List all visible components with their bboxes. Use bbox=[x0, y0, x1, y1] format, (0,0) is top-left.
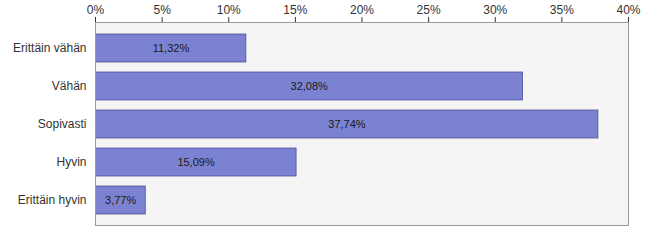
svg-text:Vähän: Vähän bbox=[52, 79, 87, 93]
svg-text:3,77%: 3,77% bbox=[105, 194, 136, 206]
svg-text:20%: 20% bbox=[350, 3, 374, 17]
svg-text:5%: 5% bbox=[153, 3, 171, 17]
svg-text:35%: 35% bbox=[550, 3, 574, 17]
svg-text:10%: 10% bbox=[217, 3, 241, 17]
svg-text:32,08%: 32,08% bbox=[291, 80, 329, 92]
svg-text:15%: 15% bbox=[283, 3, 307, 17]
svg-text:40%: 40% bbox=[616, 3, 640, 17]
svg-text:Erittäin vähän: Erittäin vähän bbox=[13, 41, 86, 55]
svg-text:0%: 0% bbox=[87, 3, 105, 17]
svg-text:30%: 30% bbox=[483, 3, 507, 17]
svg-text:Erittäin hyvin: Erittäin hyvin bbox=[18, 193, 87, 207]
svg-text:Sopivasti: Sopivasti bbox=[38, 117, 87, 131]
svg-text:15,09%: 15,09% bbox=[177, 156, 215, 168]
svg-text:25%: 25% bbox=[417, 3, 441, 17]
svg-text:37,74%: 37,74% bbox=[328, 118, 366, 130]
svg-text:Hyvin: Hyvin bbox=[56, 155, 86, 169]
svg-text:11,32%: 11,32% bbox=[153, 42, 190, 54]
